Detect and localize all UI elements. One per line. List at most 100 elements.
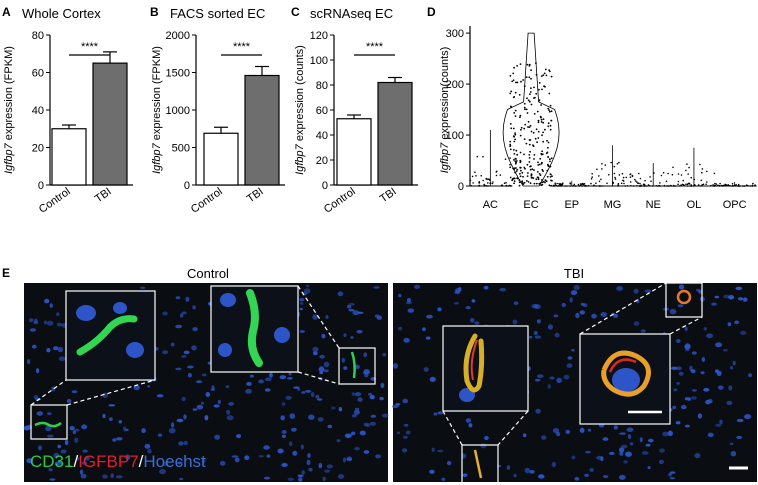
nucleus [715, 423, 722, 427]
data-point [512, 79, 515, 82]
nucleus [245, 388, 252, 394]
nucleus [647, 466, 651, 470]
data-point [706, 170, 708, 173]
nucleus [729, 442, 734, 446]
nucleus [570, 290, 578, 296]
nucleus [602, 475, 609, 478]
data-point [547, 122, 550, 125]
nucleus [393, 363, 398, 369]
nucleus [200, 401, 205, 405]
data-point [519, 172, 521, 175]
nucleus [727, 322, 732, 327]
nucleus [669, 308, 677, 315]
y-tick-label: 1500 [166, 68, 190, 80]
data-point [540, 121, 543, 123]
data-point [665, 180, 668, 183]
nucleus [528, 335, 533, 339]
data-point [548, 69, 551, 72]
data-point [680, 184, 682, 186]
data-point [535, 62, 537, 64]
data-point [614, 178, 617, 180]
data-point [520, 169, 522, 172]
x-tick-label-opc: OPC [723, 199, 747, 211]
nucleus [344, 433, 352, 439]
nucleus [318, 462, 323, 469]
nucleus [690, 369, 696, 374]
data-point [478, 181, 481, 184]
data-point [680, 174, 683, 176]
nucleus [244, 455, 250, 461]
y-tick-label: 0 [458, 181, 464, 193]
data-point [582, 182, 584, 185]
nucleus [69, 426, 75, 431]
nucleus [406, 298, 412, 303]
nucleus [217, 399, 221, 405]
data-point [529, 182, 532, 185]
nucleus [36, 411, 43, 416]
data-point [527, 99, 530, 102]
nucleus [191, 345, 197, 351]
data-point [596, 168, 598, 171]
data-point [524, 167, 526, 170]
data-point [547, 125, 550, 128]
nucleus [47, 412, 52, 416]
y-tick-label: 2000 [166, 30, 190, 42]
panel-b-letter: B [150, 5, 159, 19]
nucleus [312, 351, 318, 356]
data-point [549, 128, 552, 131]
data-point [513, 182, 515, 185]
data-point [528, 65, 531, 67]
panel-e: E Control TBI [2, 266, 757, 484]
data-point [540, 104, 542, 106]
data-point [579, 183, 582, 185]
nucleus [429, 376, 436, 382]
nucleus [405, 301, 412, 305]
nucleus [168, 428, 176, 434]
data-point [523, 85, 526, 87]
data-point [581, 185, 583, 187]
tbi-connector-1b [497, 410, 529, 446]
violin-outline [502, 32, 560, 187]
data-point [629, 173, 631, 176]
nucleus [363, 422, 368, 427]
nucleus [382, 352, 387, 357]
data-point [659, 182, 661, 184]
data-point [550, 179, 552, 182]
nucleus [60, 449, 67, 454]
panel-d: D Igfbp7 expression(counts) 0 100 200 300 AC… [427, 5, 757, 211]
data-point [710, 184, 712, 187]
data-point [548, 109, 550, 111]
data-point [469, 179, 472, 182]
data-point [672, 166, 674, 169]
nucleus [108, 404, 116, 407]
nucleus [441, 477, 446, 481]
data-point [536, 176, 539, 179]
data-point [537, 137, 540, 139]
data-point [657, 185, 659, 187]
nucleus [269, 372, 273, 378]
data-point [660, 174, 663, 177]
nucleus [140, 286, 146, 289]
nucleus [391, 404, 399, 409]
nucleus [659, 448, 665, 453]
nucleus [431, 447, 435, 452]
data-point [474, 171, 476, 173]
data-point [535, 182, 538, 185]
data-point [713, 172, 716, 175]
nucleus [382, 413, 389, 418]
nucleus [280, 415, 286, 421]
data-point [638, 172, 640, 175]
data-point [724, 184, 726, 187]
nucleus [54, 461, 62, 466]
nucleus [376, 315, 382, 320]
data-point [537, 164, 540, 166]
nucleus [551, 461, 557, 468]
nucleus [125, 428, 129, 432]
nucleus [640, 329, 646, 333]
tbi-inset-source-2 [665, 282, 703, 318]
data-point [511, 179, 513, 182]
data-point [602, 185, 604, 187]
data-point [538, 88, 540, 91]
nucleus [694, 452, 701, 459]
data-point [519, 159, 522, 162]
